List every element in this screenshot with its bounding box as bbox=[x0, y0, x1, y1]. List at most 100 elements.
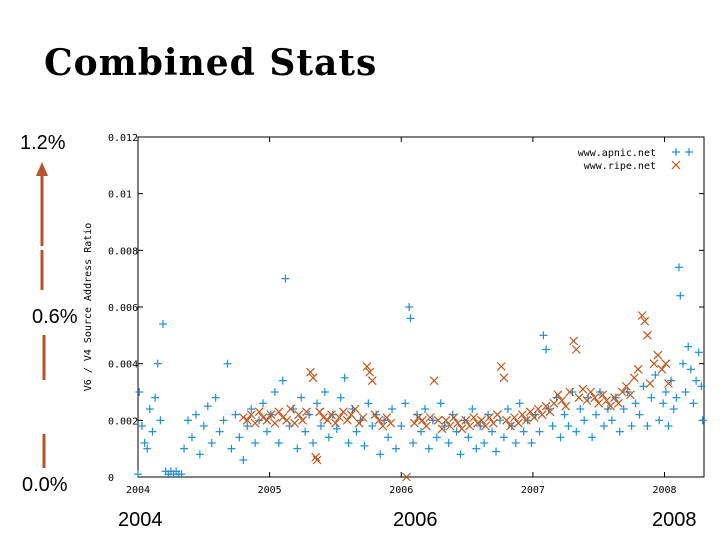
y-tick-label: 0.01 bbox=[108, 190, 132, 201]
legend-marker-ripe bbox=[671, 160, 681, 170]
ripe-point bbox=[657, 364, 667, 374]
apnic-point bbox=[448, 410, 457, 419]
apnic-point bbox=[231, 410, 240, 419]
ripe-point bbox=[358, 413, 368, 422]
ripe-point bbox=[477, 415, 486, 425]
apnic-point bbox=[607, 416, 616, 425]
apnic-point bbox=[388, 405, 397, 413]
apnic-point bbox=[360, 441, 369, 450]
ripe-point bbox=[367, 376, 377, 386]
apnic-point bbox=[472, 444, 481, 453]
apnic-point bbox=[239, 456, 248, 464]
ripe-point bbox=[629, 373, 639, 383]
apnic-point bbox=[180, 444, 189, 453]
apnic-point bbox=[368, 422, 377, 430]
ripe-point bbox=[649, 359, 659, 369]
ripe-point bbox=[312, 455, 322, 465]
apnic-point bbox=[631, 399, 640, 408]
ripe-point bbox=[298, 415, 307, 425]
apnic-point bbox=[376, 450, 385, 459]
ripe-point bbox=[306, 367, 315, 377]
ripe-point bbox=[278, 413, 288, 422]
ripe-point bbox=[606, 401, 615, 411]
ripe-point bbox=[270, 418, 280, 428]
apnic-point bbox=[698, 416, 707, 425]
ripe-point bbox=[513, 418, 523, 428]
apnic-point bbox=[588, 433, 597, 442]
ripe-point bbox=[549, 398, 559, 408]
apnic-point bbox=[678, 359, 687, 368]
apnic-point bbox=[661, 388, 670, 396]
ripe-point bbox=[469, 413, 479, 422]
apnic-point bbox=[332, 424, 341, 433]
ripe-point bbox=[633, 364, 643, 374]
ripe-point bbox=[445, 421, 455, 431]
ripe-point bbox=[365, 367, 375, 377]
apnic-point bbox=[320, 388, 329, 396]
y-tick-label: 0.002 bbox=[108, 416, 138, 427]
ripe-point bbox=[378, 421, 388, 431]
ripe-point bbox=[425, 413, 435, 422]
apnic-point bbox=[297, 393, 306, 402]
apnic-point bbox=[674, 263, 683, 272]
ripe-point bbox=[492, 410, 502, 420]
ripe-point bbox=[525, 407, 535, 417]
apnic-point bbox=[655, 416, 664, 425]
apnic-point bbox=[219, 416, 228, 425]
ripe-point bbox=[308, 373, 318, 383]
ripe-point bbox=[621, 381, 631, 391]
apnic-point bbox=[344, 439, 353, 447]
apnic-point bbox=[580, 416, 589, 425]
apnic-point bbox=[153, 359, 162, 368]
ripe-point bbox=[402, 472, 411, 482]
ripe-point bbox=[323, 415, 332, 425]
apnic-point bbox=[243, 422, 252, 430]
apnic-point bbox=[135, 388, 144, 396]
ripe-point bbox=[645, 379, 655, 388]
apnic-point bbox=[560, 410, 569, 419]
ripe-point bbox=[437, 424, 447, 434]
apnic-point bbox=[444, 439, 453, 447]
apnic-point bbox=[492, 447, 501, 456]
ripe-point bbox=[350, 404, 360, 414]
ripe-point bbox=[473, 418, 483, 428]
ripe-point bbox=[457, 424, 467, 434]
ripe-point bbox=[533, 404, 543, 414]
apnic-point bbox=[159, 320, 168, 328]
ripe-point bbox=[370, 410, 380, 420]
apnic-point bbox=[255, 416, 264, 425]
ripe-point bbox=[499, 373, 509, 383]
apnic-point bbox=[405, 303, 414, 311]
apnic-point bbox=[556, 433, 565, 442]
ripe-point bbox=[642, 330, 652, 340]
apnic-point bbox=[191, 410, 200, 419]
apnic-point bbox=[417, 427, 425, 436]
apnic-point bbox=[145, 405, 154, 413]
ripe-point bbox=[362, 362, 372, 371]
ripe-point bbox=[238, 413, 248, 422]
apnic-point bbox=[352, 427, 361, 436]
apnic-point bbox=[576, 405, 585, 413]
apnic-point bbox=[401, 399, 410, 408]
apnic-point bbox=[684, 342, 693, 351]
apnic-point bbox=[384, 433, 393, 442]
ripe-point bbox=[382, 413, 392, 422]
apnic-point bbox=[468, 405, 477, 413]
apnic-point bbox=[681, 388, 690, 396]
apnic-point bbox=[460, 416, 469, 425]
apnic-point bbox=[391, 444, 400, 453]
apnic-point bbox=[313, 399, 322, 408]
apnic-point bbox=[507, 422, 516, 430]
apnic-point bbox=[413, 410, 422, 419]
apnic-point bbox=[274, 439, 283, 447]
ripe-point bbox=[625, 390, 635, 400]
ripe-point bbox=[409, 418, 419, 428]
y-tick-label: 0.012 bbox=[108, 133, 138, 144]
ripe-point bbox=[553, 390, 563, 400]
apnic-point bbox=[639, 382, 648, 391]
x-tick-label: 2006 bbox=[389, 485, 413, 496]
apnic-point bbox=[627, 422, 636, 430]
ripe-point bbox=[506, 421, 515, 431]
y-tick-label: 0.008 bbox=[108, 246, 138, 257]
